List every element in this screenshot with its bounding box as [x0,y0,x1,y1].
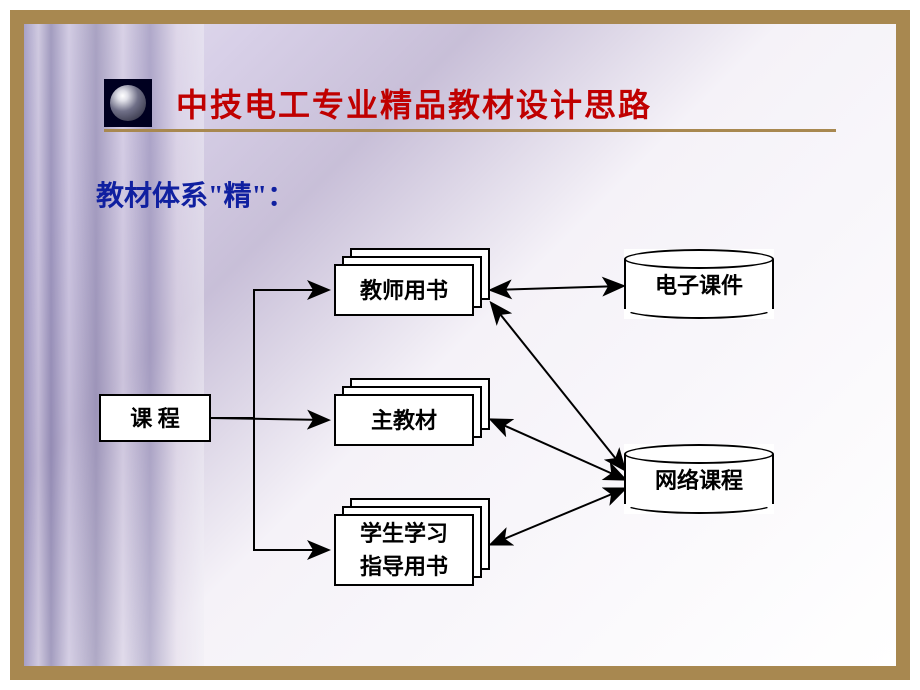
node-teacher: 教师用书 [334,264,474,316]
node-main: 主教材 [334,394,474,446]
diagram-canvas: 课 程 教师用书主教材学生学习 指导用书 电子课件网络课程 [24,24,896,666]
slide-frame: 中技电工专业精品教材设计思路 教材体系"精"： 课 程教师用书主教材学生学习 指… [10,10,910,680]
node-student: 学生学习 指导用书 [334,514,474,586]
node-eware: 电子课件 [624,249,774,319]
node-course: 课 程 [99,394,211,442]
node-net: 网络课程 [624,444,774,514]
